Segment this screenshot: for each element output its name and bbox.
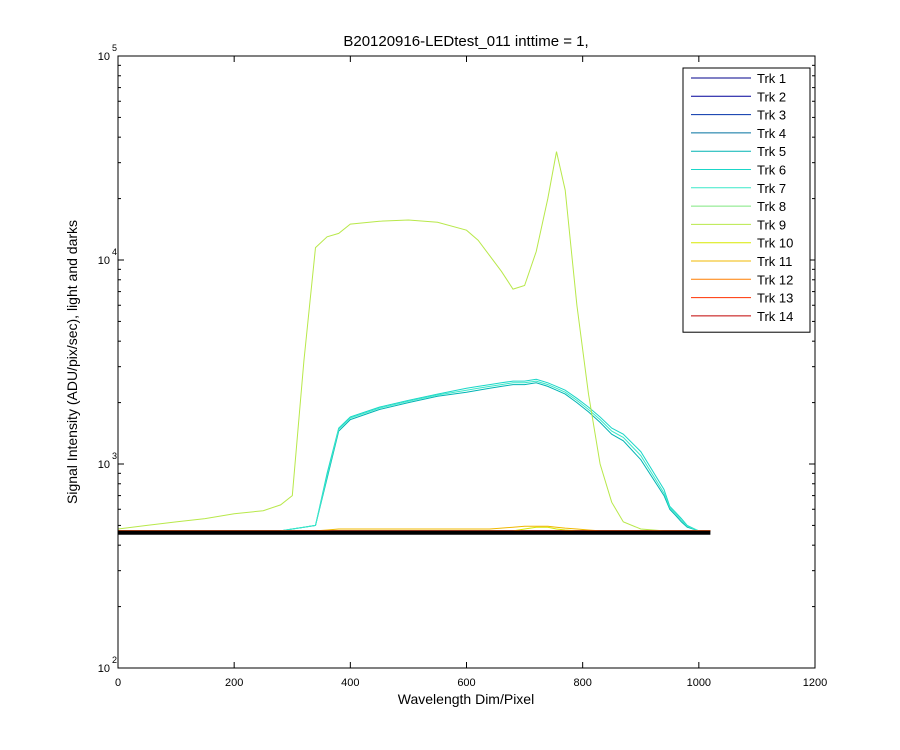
y-tick-label: 10 bbox=[98, 459, 110, 471]
legend-label: Trk 2 bbox=[757, 89, 786, 104]
chart-title: B20120916-LEDtest_011 inttime = 1, bbox=[343, 33, 588, 50]
y-tick-label: 10 bbox=[98, 51, 110, 63]
series-line-trk-5 bbox=[118, 382, 711, 532]
x-tick-label: 200 bbox=[225, 677, 243, 689]
x-tick-label: 1200 bbox=[803, 677, 827, 689]
legend-label: Trk 14 bbox=[757, 309, 793, 324]
legend-label: Trk 4 bbox=[757, 126, 786, 141]
y-tick-exponent: 4 bbox=[112, 247, 117, 257]
x-tick-label: 400 bbox=[341, 677, 359, 689]
x-tick-label: 600 bbox=[457, 677, 475, 689]
series-line-trk-11 bbox=[118, 525, 711, 532]
x-tick-label: 0 bbox=[115, 677, 121, 689]
y-tick-label: 10 bbox=[98, 255, 110, 267]
legend-label: Trk 5 bbox=[757, 144, 786, 159]
legend-label: Trk 7 bbox=[757, 181, 786, 196]
y-tick-exponent: 3 bbox=[112, 451, 117, 461]
series-line-trk-6 bbox=[118, 378, 711, 532]
legend-label: Trk 6 bbox=[757, 163, 786, 178]
plot-lines bbox=[117, 151, 711, 535]
x-tick-label: 800 bbox=[573, 677, 591, 689]
y-tick-exponent: 5 bbox=[112, 43, 117, 53]
x-tick-label: 1000 bbox=[687, 677, 711, 689]
legend-label: Trk 10 bbox=[757, 236, 793, 251]
y-axis-label: Signal Intensity (ADU/pix/sec), light an… bbox=[64, 220, 80, 504]
legend-label: Trk 13 bbox=[757, 291, 793, 306]
y-tick-exponent: 2 bbox=[112, 655, 117, 665]
legend: Trk 1 Trk 2 Trk 3 Trk 4 Trk 5 Trk 6 Trk 7 Trk 8… bbox=[682, 67, 811, 333]
legend-label: Trk 9 bbox=[757, 217, 786, 232]
legend-label: Trk 12 bbox=[757, 272, 793, 287]
legend-label: Trk 8 bbox=[757, 199, 786, 214]
series-line-trk-9 bbox=[117, 151, 711, 532]
legend-label: Trk 1 bbox=[757, 71, 786, 86]
x-axis-ticks: 0 200 400 600 800 1000 1200 bbox=[115, 56, 827, 689]
legend-label: Trk 11 bbox=[757, 254, 792, 269]
x-axis-label: Wavelength Dim/Pixel bbox=[398, 691, 534, 707]
legend-box bbox=[682, 67, 811, 333]
series-line-trk-7 bbox=[118, 380, 711, 532]
legend-label: Trk 3 bbox=[757, 108, 786, 123]
y-tick-label: 10 bbox=[98, 663, 110, 675]
